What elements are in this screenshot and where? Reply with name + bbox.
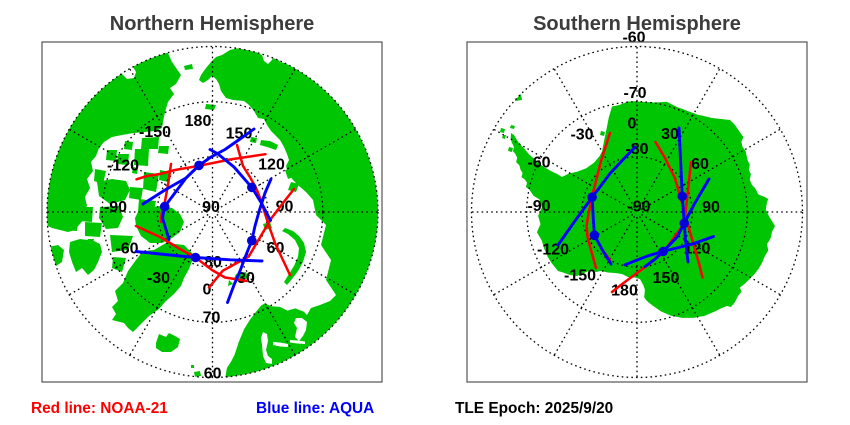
svg-text:60: 60: [204, 366, 222, 383]
svg-text:-30: -30: [570, 127, 593, 144]
svg-text:Red line: NOAA-21: Red line: NOAA-21: [31, 400, 168, 417]
svg-text:-150: -150: [564, 268, 596, 285]
svg-text:Northern Hemisphere: Northern Hemisphere: [110, 13, 315, 35]
svg-text:-70: -70: [623, 85, 646, 102]
svg-text:0: 0: [203, 282, 212, 299]
svg-text:90: 90: [276, 199, 294, 216]
svg-text:0: 0: [628, 116, 637, 133]
svg-text:150: 150: [226, 126, 253, 143]
svg-text:180: 180: [185, 113, 212, 130]
svg-text:-60: -60: [115, 241, 138, 258]
svg-text:-30: -30: [147, 270, 170, 287]
svg-text:30: 30: [237, 270, 255, 287]
svg-text:-120: -120: [107, 158, 139, 175]
svg-text:70: 70: [203, 310, 221, 327]
svg-text:-90: -90: [104, 199, 127, 216]
svg-text:Southern Hemisphere: Southern Hemisphere: [533, 13, 741, 35]
svg-text:-60: -60: [527, 155, 550, 172]
svg-text:30: 30: [661, 126, 679, 143]
svg-text:60: 60: [691, 156, 709, 173]
svg-text:-80: -80: [625, 141, 648, 158]
svg-text:150: 150: [653, 270, 680, 287]
svg-text:-90: -90: [527, 198, 550, 215]
svg-text:-90: -90: [627, 199, 650, 216]
svg-text:-150: -150: [139, 124, 171, 141]
svg-text:90: 90: [202, 199, 220, 216]
svg-text:Blue line: AQUA: Blue line: AQUA: [256, 400, 374, 417]
svg-text:-120: -120: [537, 242, 569, 259]
svg-text:80: 80: [204, 254, 222, 271]
svg-text:90: 90: [702, 199, 720, 216]
svg-text:120: 120: [258, 157, 285, 174]
svg-text:TLE Epoch: 2025/9/20: TLE Epoch: 2025/9/20: [455, 400, 613, 417]
